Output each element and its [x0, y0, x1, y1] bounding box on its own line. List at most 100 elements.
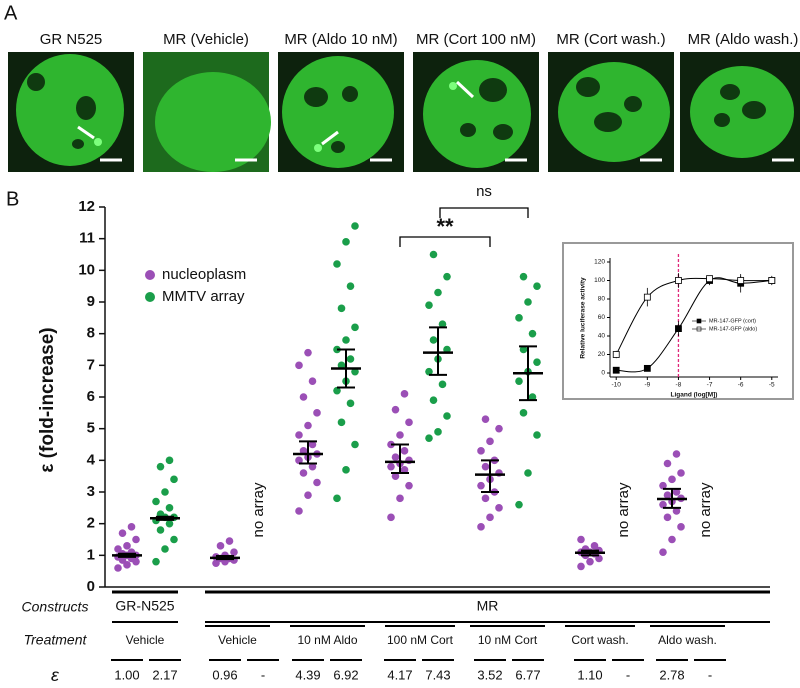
inset-x-tick-label: -10 — [612, 382, 622, 389]
y-tick-label: 1 — [87, 546, 95, 563]
epsilon-value: - — [626, 667, 630, 682]
focus-spot — [314, 144, 322, 152]
data-point — [519, 272, 528, 281]
data-point — [486, 513, 494, 522]
data-point — [481, 462, 490, 471]
data-point — [400, 466, 409, 474]
data-point — [577, 535, 585, 544]
inset-x-tick-label: -7 — [707, 382, 713, 389]
data-point — [533, 282, 541, 290]
inset-legend-label: MR-147-GFP (aldo) — [709, 326, 757, 332]
nucleus — [423, 60, 531, 168]
inset-y-tick-label: 40 — [598, 333, 606, 340]
data-point — [443, 412, 451, 420]
epsilon-value: - — [708, 667, 712, 682]
data-point — [342, 336, 350, 344]
significance-bracket — [439, 207, 529, 218]
image-title: MR (Cort 100 nM) — [416, 31, 536, 48]
inset-marker — [612, 351, 620, 358]
data-point — [346, 399, 355, 408]
nucleolus — [742, 101, 766, 119]
data-point — [156, 462, 165, 471]
data-point — [295, 361, 303, 370]
data-point — [212, 559, 220, 568]
data-point — [351, 222, 359, 230]
data-point — [391, 472, 400, 480]
inset-y-tick-label: 20 — [598, 351, 606, 358]
y-tick-label: 10 — [78, 261, 95, 278]
data-point — [396, 431, 404, 439]
data-point — [156, 526, 165, 534]
image-title: MR (Aldo 10 nM) — [284, 31, 397, 48]
data-point — [391, 453, 400, 461]
epsilon-value: - — [261, 667, 265, 682]
inset-y-label: Relative luciferase activity — [580, 277, 587, 359]
significance-label: ** — [436, 214, 454, 239]
data-point — [595, 554, 603, 563]
no-array-note: no array — [250, 482, 267, 538]
data-point — [387, 462, 395, 471]
treatment-label: 100 nM Cort — [387, 633, 454, 647]
epsilon-value: 4.39 — [295, 667, 320, 682]
epsilon-value: 4.17 — [387, 667, 412, 682]
data-point — [663, 491, 672, 499]
inset-y-tick-label: 0 — [601, 370, 605, 377]
data-point — [659, 548, 667, 556]
data-point — [225, 537, 234, 545]
nucleolus — [624, 96, 642, 112]
construct-label: GR-N525 — [115, 598, 174, 614]
nucleus — [282, 56, 394, 168]
treatment-label: Vehicle — [126, 633, 165, 647]
inset-x-tick-label: -9 — [644, 382, 650, 389]
no-array-note: no array — [697, 482, 714, 538]
data-point — [515, 314, 523, 322]
y-tick-label: 5 — [87, 420, 95, 437]
inset-marker — [612, 366, 620, 374]
data-point — [425, 301, 433, 309]
epsilon-value: 3.52 — [477, 667, 502, 682]
y-tick-label: 4 — [87, 451, 96, 468]
data-point — [127, 523, 136, 531]
data-point — [396, 494, 404, 503]
data-point — [308, 440, 317, 449]
data-point — [663, 513, 672, 522]
nucleolus — [493, 124, 513, 140]
arrow — [321, 130, 339, 146]
focus-spot — [94, 138, 102, 146]
legend-marker — [145, 270, 155, 280]
legend-label: nucleoplasm — [162, 266, 246, 283]
y-tick-label: 11 — [79, 230, 95, 247]
data-point — [477, 447, 485, 455]
nucleolus — [460, 123, 476, 137]
nucleolus — [720, 84, 740, 100]
inset-x-label: Ligand (log[M]) — [671, 392, 718, 399]
y-tick-label: 3 — [87, 483, 95, 500]
data-point — [114, 564, 122, 572]
data-point — [429, 336, 438, 344]
data-point — [438, 380, 447, 389]
data-point — [342, 238, 350, 246]
no-array-note: no array — [615, 482, 632, 538]
data-point — [429, 396, 438, 404]
data-point — [391, 405, 400, 414]
inset-marker — [643, 364, 651, 372]
data-point — [533, 358, 541, 366]
y-tick-label: 9 — [87, 293, 95, 310]
data-point — [333, 260, 341, 268]
data-point — [481, 415, 490, 423]
data-point — [425, 434, 433, 442]
epsilon-value: 2.17 — [152, 667, 177, 682]
inset-marker — [768, 277, 776, 284]
data-point — [295, 507, 303, 515]
data-point — [524, 298, 532, 306]
treatment-label: 10 nM Aldo — [297, 633, 357, 647]
data-point — [152, 557, 160, 566]
nucleus — [155, 72, 271, 172]
data-point — [400, 390, 409, 398]
data-point — [313, 409, 321, 417]
data-point — [342, 466, 350, 474]
y-tick-label: 6 — [87, 388, 95, 405]
treatment-label: Vehicle — [218, 633, 257, 647]
y-axis-label: ε (fold-increase) — [37, 327, 58, 472]
data-point — [659, 481, 667, 490]
